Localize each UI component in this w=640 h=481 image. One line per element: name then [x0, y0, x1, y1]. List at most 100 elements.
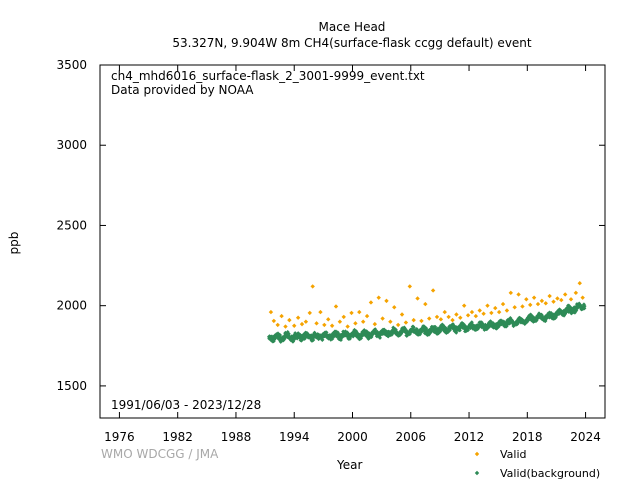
- x-axis-label: Year: [337, 458, 363, 472]
- valid-point: [380, 316, 385, 321]
- valid-point: [489, 310, 494, 316]
- valid-point: [283, 324, 288, 329]
- background-point: [504, 324, 509, 329]
- valid-point: [415, 296, 420, 301]
- x-tick-label: 1976: [104, 430, 135, 444]
- valid-point: [307, 310, 312, 316]
- valid-point: [349, 310, 354, 316]
- valid-point: [434, 314, 440, 320]
- y-tick-label: 3500: [56, 58, 87, 72]
- valid-point: [322, 322, 327, 328]
- valid-point: [580, 295, 585, 300]
- x-tick-label: 2024: [570, 430, 601, 444]
- valid-point: [477, 308, 482, 313]
- valid-point: [458, 315, 463, 320]
- valid-point: [318, 309, 323, 315]
- valid-point: [333, 304, 339, 309]
- valid-point: [310, 284, 315, 289]
- y-axis-label: ppb: [7, 231, 21, 255]
- valid-point: [368, 300, 374, 305]
- valid-point: [423, 301, 428, 307]
- legend: [474, 451, 480, 476]
- background-point: [377, 335, 382, 340]
- valid-point: [384, 298, 389, 304]
- valid-point: [329, 323, 335, 328]
- valid-point: [500, 301, 506, 307]
- valid-point: [275, 322, 280, 328]
- background-point: [417, 332, 422, 337]
- x-tick-label: 2018: [512, 430, 543, 444]
- valid-point: [341, 314, 346, 320]
- valid-point: [345, 324, 350, 329]
- valid-point: [465, 313, 471, 318]
- valid-point: [516, 292, 521, 297]
- background-point: [320, 337, 325, 342]
- series-background-points: [266, 301, 587, 344]
- valid-point: [395, 322, 401, 328]
- valid-point: [504, 308, 510, 313]
- valid-point: [547, 293, 552, 299]
- valid-point: [520, 304, 525, 309]
- credit-label: WMO WDCGG / JMA: [101, 447, 219, 461]
- y-tick-label: 1500: [56, 379, 87, 393]
- background-point: [373, 327, 378, 332]
- valid-point: [450, 317, 455, 323]
- valid-point: [543, 301, 548, 306]
- valid-point: [279, 313, 284, 319]
- y-axis-ticks: 1500 2000 2500 3000 3500: [56, 58, 605, 393]
- y-tick-label: 3000: [56, 138, 87, 152]
- series-valid-points: [268, 281, 585, 329]
- valid-point: [388, 319, 393, 324]
- valid-point: [360, 319, 366, 324]
- valid-point: [399, 312, 405, 317]
- background-point: [582, 306, 587, 311]
- valid-point: [326, 317, 331, 322]
- valid-point: [292, 323, 297, 328]
- valid-point: [268, 309, 274, 315]
- valid-point: [559, 297, 564, 303]
- valid-point: [539, 298, 545, 304]
- valid-point: [407, 284, 412, 289]
- valid-point: [442, 309, 447, 315]
- valid-point: [353, 321, 358, 326]
- valid-point: [372, 321, 378, 327]
- valid-point: [438, 317, 444, 322]
- x-tick-label: 2006: [395, 430, 426, 444]
- x-tick-label: 1982: [162, 430, 193, 444]
- chart-title: Mace Head: [318, 20, 386, 34]
- x-tick-label: 1988: [221, 430, 252, 444]
- valid-point: [473, 313, 479, 319]
- x-tick-label: 1994: [279, 430, 310, 444]
- legend-marker-valid: [474, 451, 480, 457]
- background-point: [582, 304, 587, 309]
- legend-marker-background: [474, 470, 480, 476]
- valid-point: [481, 311, 486, 316]
- valid-point: [555, 296, 560, 301]
- legend-label-background: Valid(background): [500, 467, 601, 480]
- background-point: [278, 333, 283, 338]
- valid-point: [573, 290, 579, 296]
- valid-point: [562, 292, 568, 297]
- valid-point: [314, 321, 319, 326]
- valid-point: [430, 288, 436, 293]
- y-tick-label: 2000: [56, 299, 87, 313]
- x-tick-label: 2012: [454, 430, 485, 444]
- valid-point: [524, 297, 529, 302]
- valid-point: [295, 315, 301, 320]
- valid-point: [419, 318, 424, 324]
- valid-point: [496, 309, 502, 315]
- valid-point: [512, 305, 517, 310]
- valid-point: [454, 312, 459, 317]
- valid-point: [337, 319, 343, 324]
- valid-point: [493, 305, 498, 311]
- valid-point: [364, 313, 370, 319]
- valid-point: [551, 299, 556, 304]
- file-name-label: ch4_mhd6016_surface-flask_2_3001-9999_ev…: [111, 69, 425, 83]
- valid-point: [577, 281, 582, 286]
- background-point: [419, 329, 424, 334]
- x-axis-ticks: 1976 1982 1988 1994 2000 2006 2012 2018 2024: [104, 65, 601, 444]
- date-range-label: 1991/06/03 - 2023/12/28: [111, 398, 262, 412]
- valid-point: [461, 303, 467, 308]
- valid-point: [287, 317, 292, 323]
